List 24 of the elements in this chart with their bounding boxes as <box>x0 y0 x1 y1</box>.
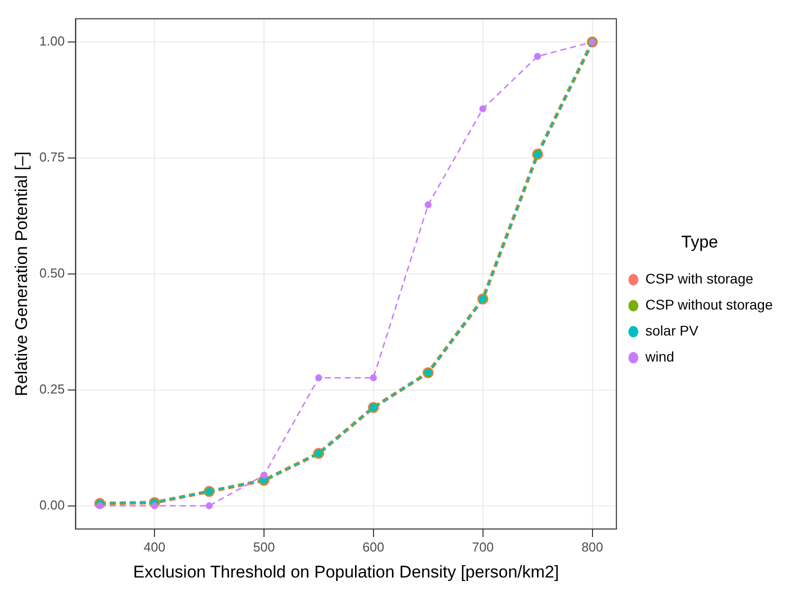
point <box>206 502 213 510</box>
point <box>370 374 377 382</box>
x-tick-label: 600 <box>362 539 384 554</box>
point <box>479 105 486 112</box>
legend-label: CSP with storage <box>645 270 754 287</box>
x-axis-title: Exclusion Threshold on Population Density [person/km2] <box>133 562 559 582</box>
y-tick-label: 0.00 <box>39 497 65 512</box>
x-tick-label: 800 <box>581 539 604 554</box>
x-tick-label: 500 <box>253 539 275 554</box>
point <box>315 374 322 382</box>
point <box>424 201 432 208</box>
point <box>534 52 542 60</box>
y-axis-title: Relative Generation Potential [–] <box>12 152 31 396</box>
y-tick-label: 0.75 <box>39 150 65 165</box>
point <box>260 472 268 479</box>
y-tick-label: 0.25 <box>39 381 65 396</box>
x-tick-label: 400 <box>144 539 166 554</box>
legend-title: Type <box>681 232 718 252</box>
y-tick-label: 1.00 <box>39 34 65 49</box>
legend-label: wind <box>644 348 674 365</box>
y-tick-label: 0.50 <box>39 265 65 280</box>
x-tick-label: 700 <box>472 539 494 554</box>
legend-label: CSP without storage <box>645 296 773 313</box>
legend-label: solar PV <box>645 322 699 339</box>
